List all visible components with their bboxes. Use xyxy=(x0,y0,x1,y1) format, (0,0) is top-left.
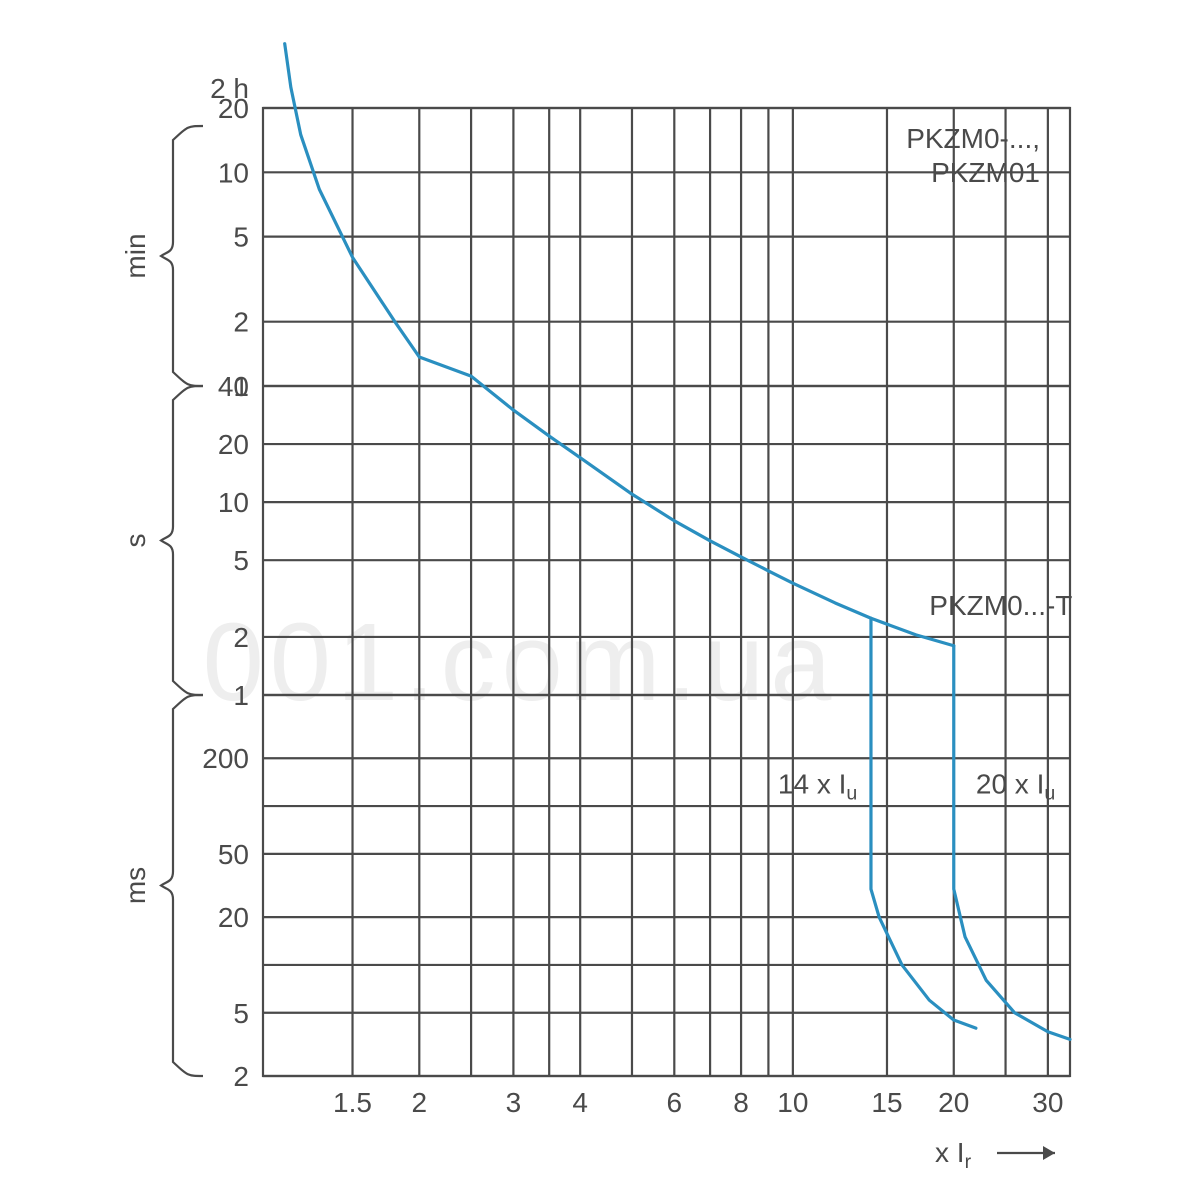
y-tick-label: 2 xyxy=(233,1061,249,1092)
y-tick-label: 200 xyxy=(202,743,249,774)
y-tick-label: 5 xyxy=(233,998,249,1029)
annot-top-2: PKZM01 xyxy=(931,157,1040,188)
x-tick-label: 4 xyxy=(572,1087,588,1118)
x-tick-label: 3 xyxy=(506,1087,522,1118)
y-tick-label: 50 xyxy=(218,839,249,870)
y-tick-label: 2 xyxy=(233,622,249,653)
y-tick-label: 10 xyxy=(218,487,249,518)
y-tick-label: 5 xyxy=(233,545,249,576)
y-unit-label: s xyxy=(120,534,151,548)
annot-mid: PKZM0...-T xyxy=(929,590,1072,621)
watermark: 001.com.ua xyxy=(203,601,838,724)
y-top-label: 2 h xyxy=(210,73,249,104)
y-tick-label: 40 xyxy=(218,371,249,402)
annot-top-1: PKZM0-..., xyxy=(906,123,1040,154)
annot-20xIu: 20 x Iu xyxy=(976,768,1055,804)
x-tick-label: 8 xyxy=(733,1087,749,1118)
y-tick-label: 1 xyxy=(233,680,249,711)
x-tick-label: 15 xyxy=(871,1087,902,1118)
y-unit-label: min xyxy=(120,233,151,278)
x-tick-label: 2 xyxy=(412,1087,428,1118)
y-tick-label: 20 xyxy=(218,902,249,933)
x-tick-label: 10 xyxy=(777,1087,808,1118)
y-unit-label: ms xyxy=(120,867,151,904)
annot-14xIu: 14 x Iu xyxy=(778,768,857,804)
x-tick-label: 6 xyxy=(667,1087,683,1118)
y-tick-label: 5 xyxy=(233,222,249,253)
x-tick-label: 20 xyxy=(938,1087,969,1118)
x-tick-label: 30 xyxy=(1032,1087,1063,1118)
y-tick-label: 20 xyxy=(218,429,249,460)
x-tick-label: 1.5 xyxy=(333,1087,372,1118)
y-tick-label: 2 xyxy=(233,307,249,338)
y-tick-label: 10 xyxy=(218,157,249,188)
